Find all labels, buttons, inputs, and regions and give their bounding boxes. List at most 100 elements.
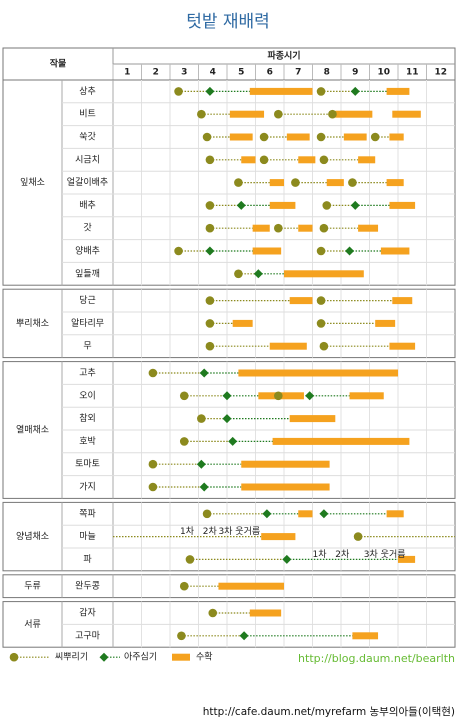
crop-name: 마늘 [79,531,96,542]
sow-marker [205,201,215,210]
plant-marker [319,509,329,519]
group-label: 양념채소 [16,531,49,542]
sow-marker [316,132,326,142]
sow-marker [148,482,158,492]
harvest-bar [358,224,379,232]
crop-name: 갓 [83,223,91,234]
plant-marker [205,246,215,256]
sow-marker [316,87,326,96]
harvest-bar [380,247,410,255]
sow-marker [205,296,215,305]
sow-marker [174,87,183,96]
crop-name: 쪽파 [79,508,96,519]
plant-marker [239,631,249,641]
month-label: 5 [238,68,244,78]
group-label: 서류 [24,619,41,630]
harvest-bar [392,110,421,118]
plant-marker [205,86,215,96]
sow-marker [259,155,269,165]
sow-marker [205,341,215,351]
crop-name: 당근 [79,295,96,306]
harvest-bar [386,179,404,187]
harvest-bar [386,87,410,95]
month-label: 3 [181,68,187,78]
sow-marker [148,368,158,378]
legend-plant [99,652,109,662]
legend-harvest [172,653,190,661]
harvest-bar [241,460,330,468]
harvest-bar [229,110,265,118]
plant-marker [222,391,232,401]
harvest-bar [289,415,336,423]
crop-name: 참외 [79,412,96,424]
harvest-bar [249,609,282,617]
month-label: 4 [210,68,216,78]
crop-name: 무 [83,341,91,352]
sow-marker [291,178,300,187]
crop-header: 작물 [50,59,67,70]
crop-name: 호박 [79,436,96,447]
sow-marker [316,296,326,305]
harvest-bar [343,133,367,141]
crop-name: 고구마 [75,630,101,641]
plant-marker [199,482,209,492]
crop-name: 시금치 [75,153,100,165]
crop-name: 오이 [79,390,96,401]
harvest-bar [298,510,313,518]
harvest-bar [386,510,404,518]
sow-marker [202,509,212,519]
sow-marker [259,132,269,142]
sow-marker [319,341,329,351]
group-label: 두류 [24,581,41,592]
sow-marker [205,223,215,233]
plant-marker [228,436,238,446]
harvest-bar [269,179,284,187]
period-header: 파종시기 [267,50,300,62]
harvest-bar [284,270,364,278]
plant-marker [196,459,206,469]
sow-marker [185,555,195,564]
plant-marker [350,86,360,96]
chart-title: 텃밭 재배력 [186,12,270,32]
harvest-bar [389,133,404,141]
legend-sow [9,652,19,662]
harvest-bar [241,483,330,491]
harvest-bar [349,392,384,400]
sow-marker [205,319,215,328]
sow-marker [319,223,329,233]
plant-marker [305,391,315,401]
month-label: 12 [434,68,447,78]
crop-name: 알타리무 [71,318,104,329]
harvest-bar [298,224,313,232]
month-label: 2 [153,68,159,78]
harvest-bar [269,201,296,209]
sow-marker [197,414,206,423]
harvest-bar [298,156,316,164]
crop-name: 쑥갓 [79,132,96,143]
sow-marker [208,608,218,618]
source-url: http://blog.daum.net/bearlth [298,652,455,665]
plant-marker [282,554,292,564]
harvest-bar [392,297,413,305]
crop-name: 상추 [79,86,96,97]
crop-name: 양배추 [75,246,100,257]
crop-name: 파 [83,554,92,565]
sow-marker [148,459,158,469]
plant-marker [350,200,360,210]
sow-marker [274,391,283,401]
group-label: 뿌리채소 [16,318,49,329]
harvest-bar [272,437,410,445]
plant-marker [262,509,272,519]
harvest-bar [398,555,416,563]
harvest-bar [238,369,398,377]
note: 1차 [180,525,195,537]
legend-label: 씨뿌리기 [55,652,88,663]
sow-marker [177,631,186,641]
crop-name: 완두콩 [75,581,100,592]
plant-marker [222,414,232,424]
crop-name: 잎들깨 [75,267,100,279]
sow-marker [179,581,189,591]
month-label: 8 [324,68,330,78]
